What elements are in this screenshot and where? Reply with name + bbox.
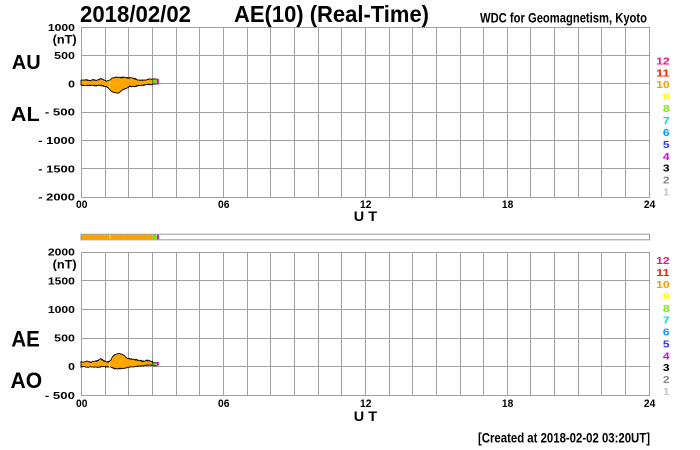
svg-text:11: 11 [656,268,670,279]
svg-text:6: 6 [663,328,670,339]
svg-text:06: 06 [218,398,229,410]
svg-text:0: 0 [68,79,75,90]
svg-text:1: 1 [663,188,670,199]
svg-text:18: 18 [502,199,513,211]
svg-text:0: 0 [68,362,75,373]
svg-text:12: 12 [360,398,371,410]
svg-text:- 2000: - 2000 [38,193,75,204]
svg-text:2018/02/02: 2018/02/02 [80,1,191,27]
svg-text:9: 9 [663,92,670,103]
svg-text:10: 10 [656,80,670,91]
svg-text:(nT): (nT) [53,257,77,271]
svg-text:AE: AE [11,327,39,352]
svg-text:10: 10 [656,280,670,291]
svg-text:(nT): (nT) [53,33,77,47]
svg-text:7: 7 [663,316,670,327]
svg-text:2: 2 [663,375,670,386]
svg-text:1: 1 [663,387,670,398]
svg-text:5: 5 [663,140,670,151]
svg-text:5: 5 [663,339,670,350]
svg-text:1000: 1000 [48,23,75,34]
svg-text:[Created at 2018-02-02 03:20UT: [Created at 2018-02-02 03:20UT] [478,430,650,445]
svg-text:12: 12 [360,199,371,211]
svg-text:2000: 2000 [48,248,75,259]
svg-text:- 500: - 500 [45,108,75,119]
svg-text:- 1500: - 1500 [38,164,75,175]
svg-text:18: 18 [502,398,513,410]
svg-text:U T: U T [354,209,378,224]
svg-text:8: 8 [663,104,670,115]
svg-text:06: 06 [218,199,229,211]
svg-text:AU: AU [12,52,41,74]
svg-text:24: 24 [644,398,655,410]
svg-text:12: 12 [656,56,670,67]
svg-text:4: 4 [663,152,670,163]
svg-text:12: 12 [656,256,670,267]
svg-text:500: 500 [54,334,75,345]
svg-text:3: 3 [663,363,670,374]
svg-text:- 500: - 500 [45,391,75,402]
svg-text:AL: AL [11,104,40,126]
svg-text:24: 24 [644,199,655,211]
svg-text:AE(10) (Real-Time): AE(10) (Real-Time) [234,1,429,27]
svg-text:4: 4 [663,351,670,362]
svg-text:6: 6 [663,128,670,139]
svg-text:8: 8 [663,304,670,315]
svg-text:- 1000: - 1000 [38,136,75,147]
svg-text:1000: 1000 [48,305,75,316]
svg-text:WDC for Geomagnetism, Kyoto: WDC for Geomagnetism, Kyoto [480,10,647,25]
svg-text:2: 2 [663,176,670,187]
svg-text:7: 7 [663,116,670,127]
svg-text:9: 9 [663,292,670,303]
svg-text:00: 00 [76,199,87,211]
svg-text:U T: U T [354,409,378,424]
svg-text:AO: AO [11,368,43,393]
svg-text:500: 500 [54,51,75,62]
svg-text:11: 11 [656,68,670,79]
svg-text:3: 3 [663,164,670,175]
svg-text:00: 00 [76,398,87,410]
svg-text:1500: 1500 [48,276,75,287]
